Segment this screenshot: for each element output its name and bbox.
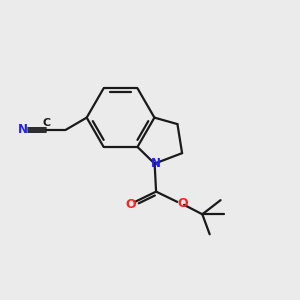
- Text: C: C: [42, 118, 50, 128]
- Text: N: N: [151, 157, 160, 170]
- Text: N: N: [18, 124, 28, 136]
- Text: O: O: [125, 198, 136, 212]
- Text: O: O: [177, 197, 188, 210]
